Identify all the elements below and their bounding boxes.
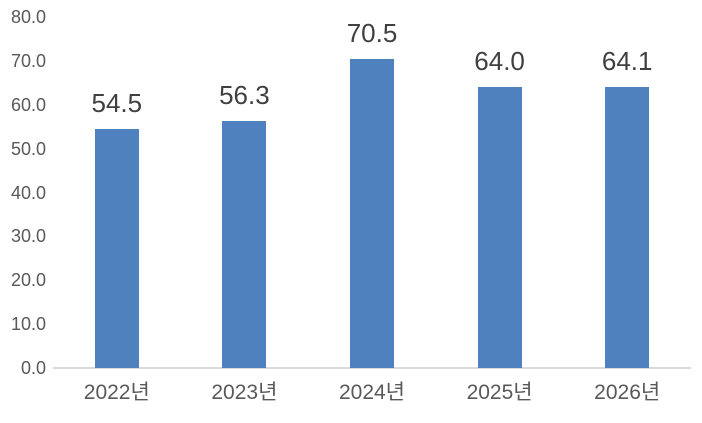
bar-value-label: 56.3 [219,79,270,110]
bar [222,120,267,368]
x-axis-tick-label: 2022년 [83,381,150,404]
y-axis-tick-label: 30.0 [10,226,46,247]
x-axis-tick-label: 2023년 [211,381,278,404]
x-axis-tick-label: 2025년 [466,381,533,404]
bar-value-label: 64.1 [601,45,653,76]
bar-value-label: 64.0 [474,46,525,77]
bar [605,86,650,368]
x-axis-tick-label: 2026년 [594,381,661,404]
y-axis-tick-label: 40.0 [10,182,46,203]
y-axis-tick-label: 60.0 [10,94,46,115]
y-axis-tick-label: 70.0 [10,50,46,71]
y-axis-tick-label: 50.0 [10,138,46,159]
bar-value-label: 70.5 [346,17,398,48]
bar-value-label: 54.5 [91,87,143,118]
bar [94,128,139,368]
x-axis-line [53,367,691,369]
y-axis-tick-label: 80.0 [10,7,46,27]
y-axis-tick-label: 20.0 [10,270,46,291]
y-axis-tick-label: 10.0 [10,314,46,335]
bar [477,87,522,368]
y-axis-tick-label: 0.0 [20,358,46,378]
x-axis-tick-label: 2024년 [338,381,406,404]
bar [350,58,394,368]
